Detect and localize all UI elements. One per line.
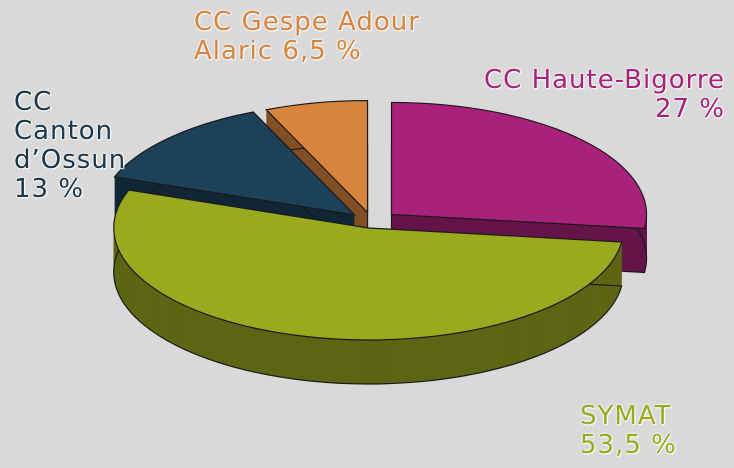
slice-side: [113, 233, 623, 385]
slice-label: SYMAT 53,5 %: [580, 402, 700, 460]
label-name: CC Haute-Bigorre: [484, 65, 725, 95]
label-value: 13 %: [14, 174, 85, 204]
slice: [265, 99, 369, 215]
label-name: CC Gespe Adour Alaric: [194, 7, 420, 66]
label-name: CC Canton d’Ossun: [14, 87, 127, 175]
label-value: 53,5 %: [580, 430, 677, 460]
slice-label: CC Haute-Bigorre 27 %: [470, 66, 725, 124]
slice: [113, 111, 357, 216]
label-value: 6,5 %: [282, 36, 362, 66]
label-name: SYMAT: [580, 401, 672, 431]
slice-label: CC Gespe Adour Alaric 6,5 %: [194, 8, 429, 66]
label-value: 27 %: [654, 94, 725, 124]
slice: [390, 101, 648, 230]
slice-label: CC Canton d’Ossun 13 %: [14, 88, 159, 204]
slice: [113, 189, 623, 341]
